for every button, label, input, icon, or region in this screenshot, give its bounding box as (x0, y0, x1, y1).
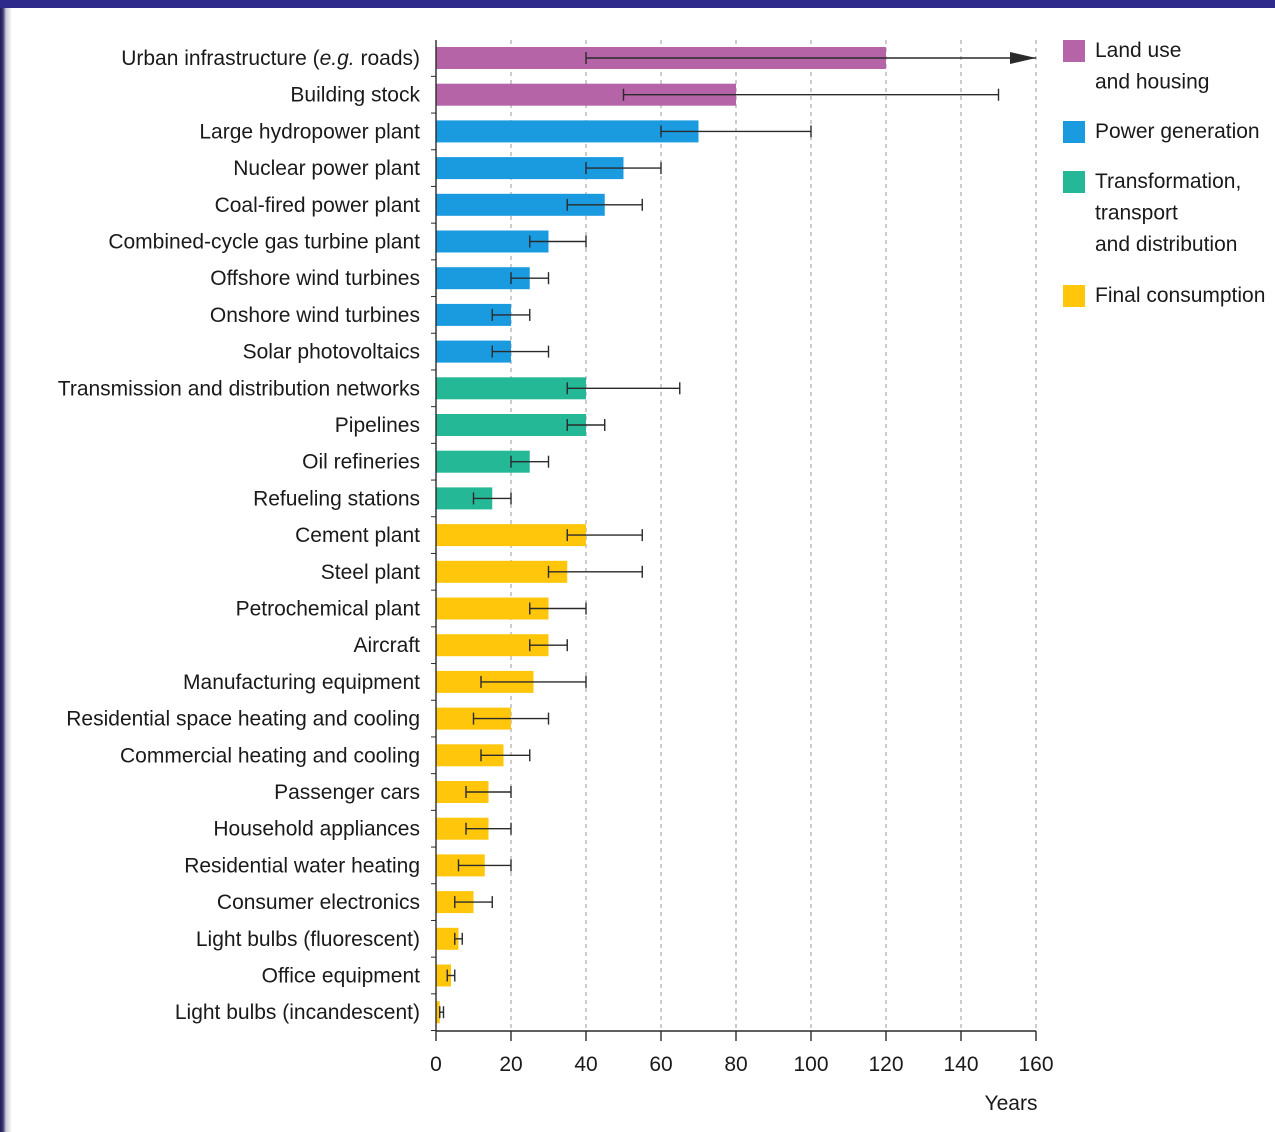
legend-label: and distribution (1095, 233, 1237, 256)
x-axis-title: Years (985, 1092, 1038, 1115)
category-label: Cement plant (295, 524, 420, 547)
x-tick-label: 80 (724, 1053, 747, 1076)
category-label: Transmission and distribution networks (58, 377, 420, 400)
bar (436, 560, 568, 583)
category-label: Refueling stations (253, 487, 420, 510)
category-label: Household appliances (213, 818, 420, 841)
category-label: Office equipment (262, 965, 421, 988)
legend-swatch (1063, 171, 1085, 193)
category-label: Steel plant (321, 561, 420, 584)
bar (436, 193, 605, 216)
bar (436, 487, 493, 510)
bar (436, 524, 586, 547)
x-tick-label: 120 (868, 1053, 903, 1076)
bar (436, 83, 736, 106)
category-label: Coal-fired power plant (215, 194, 421, 217)
category-label: Oil refineries (302, 451, 420, 474)
x-tick-label: 20 (499, 1053, 522, 1076)
legend-label: Land use (1095, 39, 1181, 62)
bar (436, 634, 549, 657)
x-tick-label: 60 (649, 1053, 672, 1076)
category-label: Combined-cycle gas turbine plant (108, 231, 420, 254)
legend-label: Transformation, (1095, 170, 1241, 193)
legend-label: and housing (1095, 71, 1209, 94)
category-label: Nuclear power plant (233, 157, 420, 180)
bar (436, 230, 549, 253)
legend-label: Power generation (1095, 120, 1260, 143)
bar (436, 450, 530, 473)
bar (436, 817, 489, 840)
bar (436, 120, 699, 143)
legend-swatch (1063, 285, 1085, 307)
category-label: Residential water heating (184, 854, 420, 877)
category-label: Offshore wind turbines (210, 267, 420, 290)
category-label: Commercial heating and cooling (120, 744, 420, 767)
legend-label: Final consumption (1095, 284, 1265, 307)
legend-swatch (1063, 40, 1085, 62)
left-border (0, 8, 12, 1132)
x-tick-label: 40 (574, 1053, 597, 1076)
bar (436, 927, 459, 950)
category-label: Petrochemical plant (236, 598, 421, 621)
category-label: Pipelines (335, 414, 420, 437)
category-label: Consumer electronics (217, 891, 420, 914)
bar (436, 377, 586, 400)
category-label: Building stock (290, 84, 420, 107)
category-label: Manufacturing equipment (183, 671, 420, 694)
error-arrow (1010, 52, 1036, 64)
category-label: Onshore wind turbines (210, 304, 420, 327)
bar (436, 781, 489, 803)
category-label: Solar photovoltaics (243, 341, 420, 364)
category-label: Urban infrastructure (e.g. roads) (121, 47, 420, 70)
category-label: Residential space heating and cooling (66, 708, 420, 731)
bar (436, 597, 549, 620)
legend-label: transport (1095, 202, 1178, 225)
x-tick-label: 100 (793, 1053, 828, 1076)
category-label: Light bulbs (incandescent) (175, 1001, 420, 1024)
category-label: Light bulbs (fluorescent) (196, 928, 420, 951)
x-tick-label: 160 (1018, 1053, 1053, 1076)
category-label: Large hydropower plant (199, 120, 420, 143)
x-tick-label: 140 (943, 1053, 978, 1076)
bar (436, 744, 504, 767)
bar (436, 267, 530, 290)
legend-swatch (1063, 121, 1085, 143)
category-label: Passenger cars (274, 781, 420, 804)
bar (436, 414, 586, 436)
category-label: Aircraft (353, 634, 420, 657)
x-tick-label: 0 (430, 1053, 442, 1076)
bar (436, 1001, 440, 1024)
bar (436, 157, 624, 180)
top-border (0, 0, 1275, 8)
